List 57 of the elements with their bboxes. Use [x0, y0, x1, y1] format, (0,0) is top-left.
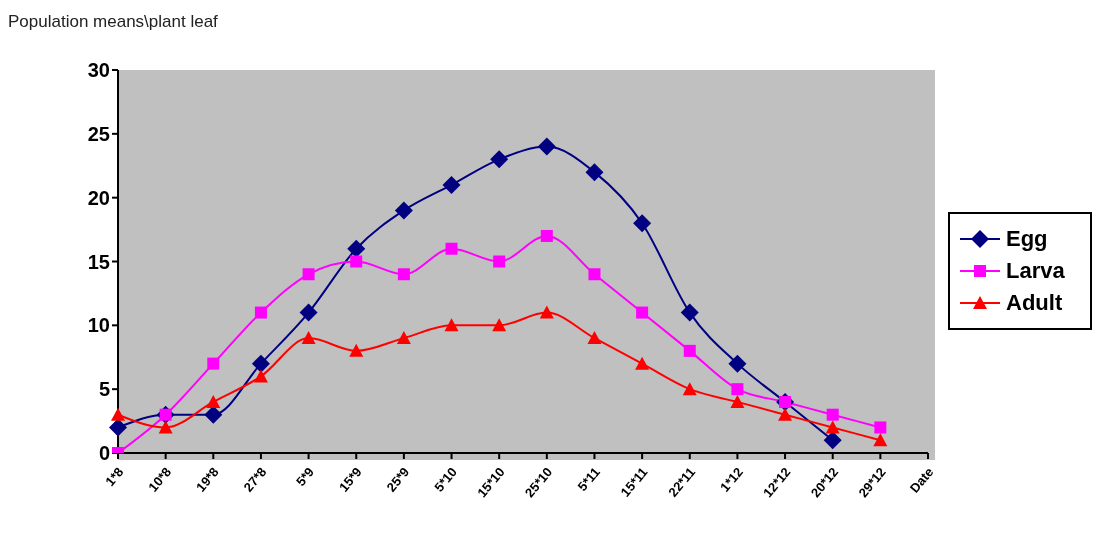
- point: [730, 394, 745, 408]
- point: [873, 433, 888, 447]
- y-tick-label: 25: [87, 122, 110, 145]
- point: [442, 175, 461, 194]
- point: [823, 431, 842, 450]
- x-tick-label: 1*8: [102, 464, 127, 490]
- point: [683, 344, 696, 357]
- point: [158, 420, 173, 434]
- point: [539, 305, 554, 319]
- point: [825, 420, 840, 434]
- point: [251, 354, 270, 373]
- legend-label: Adult: [1006, 289, 1063, 316]
- point: [394, 201, 413, 220]
- y-axis-title: Population means\plant leaf: [8, 12, 218, 32]
- point: [206, 394, 221, 408]
- point: [585, 163, 604, 182]
- point: [253, 369, 268, 383]
- point: [444, 318, 459, 332]
- point: [350, 255, 363, 268]
- point: [207, 357, 220, 370]
- y-tick-label: 10: [87, 314, 110, 337]
- point: [537, 137, 556, 156]
- y-tick-label: 15: [87, 250, 110, 273]
- point: [728, 354, 747, 373]
- point: [587, 331, 602, 345]
- y-tick-label: 20: [87, 186, 110, 209]
- point: [490, 150, 509, 169]
- legend-label: Egg: [1006, 225, 1048, 252]
- point: [635, 356, 650, 370]
- point: [254, 306, 267, 319]
- point: [588, 268, 601, 281]
- point: [682, 382, 697, 396]
- point: [493, 255, 506, 268]
- point: [397, 268, 410, 281]
- point: [302, 268, 315, 281]
- point: [492, 318, 507, 332]
- y-tick-label: 0: [98, 442, 110, 465]
- point: [731, 383, 744, 396]
- point: [445, 242, 458, 255]
- point: [778, 407, 793, 421]
- point: [299, 303, 318, 322]
- x-tick-label: 5*9: [292, 464, 318, 490]
- y-tick-label: 5: [98, 378, 110, 401]
- point: [540, 229, 553, 242]
- y-tick-label: 30: [87, 59, 110, 82]
- point: [680, 303, 699, 322]
- point: [396, 331, 411, 345]
- point: [633, 214, 652, 233]
- point: [301, 331, 316, 345]
- point: [111, 407, 125, 421]
- point: [636, 306, 649, 319]
- point: [109, 418, 127, 437]
- point: [349, 343, 364, 357]
- point: [826, 408, 839, 421]
- point: [874, 421, 887, 434]
- point: [347, 239, 366, 258]
- legend-label: Larva: [1006, 257, 1065, 284]
